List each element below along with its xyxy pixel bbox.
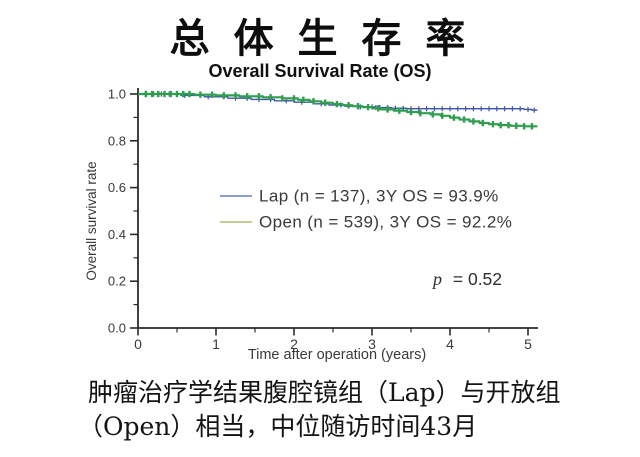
axes-layer: 1.0 0.8 0.6 0.4 0.2 0.0 0 1 2 3 4 5: [108, 87, 538, 352]
p-value-symbol: p: [431, 269, 442, 289]
legend-label-open: Open (n = 539), 3Y OS = 92.2%: [259, 213, 512, 232]
survival-chart-svg: 1.0 0.8 0.6 0.4 0.2 0.0 0 1 2 3 4 5 Overall surviva…: [84, 87, 538, 363]
x-axis-title: Time after operation (years): [248, 347, 426, 363]
legend-label-lap: Lap (n = 137), 3Y OS = 93.9%: [259, 187, 499, 206]
axis-lines: [137, 88, 538, 329]
caption: 肿瘤治疗学结果腹腔镜组（Lap）与开放组 （Open）相当，中位随访时间43月: [78, 376, 618, 444]
x-tick-label: 3: [368, 336, 376, 352]
caption-line-2: （Open）相当，中位随访时间43月: [78, 412, 478, 441]
y-tick-label: 0.4: [108, 227, 126, 242]
y-tick-label: 0.6: [108, 180, 126, 195]
x-tick-label: 4: [446, 336, 454, 352]
survival-chart: 1.0 0.8 0.6 0.4 0.2 0.0 0 1 2 3 4 5 Overall surviva…: [0, 75, 640, 375]
p-value: p = 0.52: [431, 269, 502, 289]
y-tick-label: 1.0: [108, 87, 126, 102]
x-tick-label: 1: [212, 336, 220, 352]
x-tick-label: 5: [524, 336, 532, 352]
x-tick-label: 0: [134, 336, 142, 352]
open-curve: [138, 92, 538, 128]
y-tick-label: 0.2: [108, 274, 126, 289]
page-subtitle: Overall Survival Rate (OS): [208, 61, 432, 81]
lap-curve: [138, 93, 538, 111]
x-tick-label: 2: [290, 336, 298, 352]
series-layer: [138, 90, 538, 130]
y-tick-label: 0.0: [108, 321, 126, 336]
p-value-number: = 0.52: [453, 269, 502, 289]
y-tick-label: 0.8: [108, 133, 126, 148]
page-title: 总 体 生 存 率: [169, 15, 471, 62]
y-axis-title: Overall survival rate: [84, 161, 99, 280]
caption-line-1: 肿瘤治疗学结果腹腔镜组（Lap）与开放组: [88, 378, 561, 407]
